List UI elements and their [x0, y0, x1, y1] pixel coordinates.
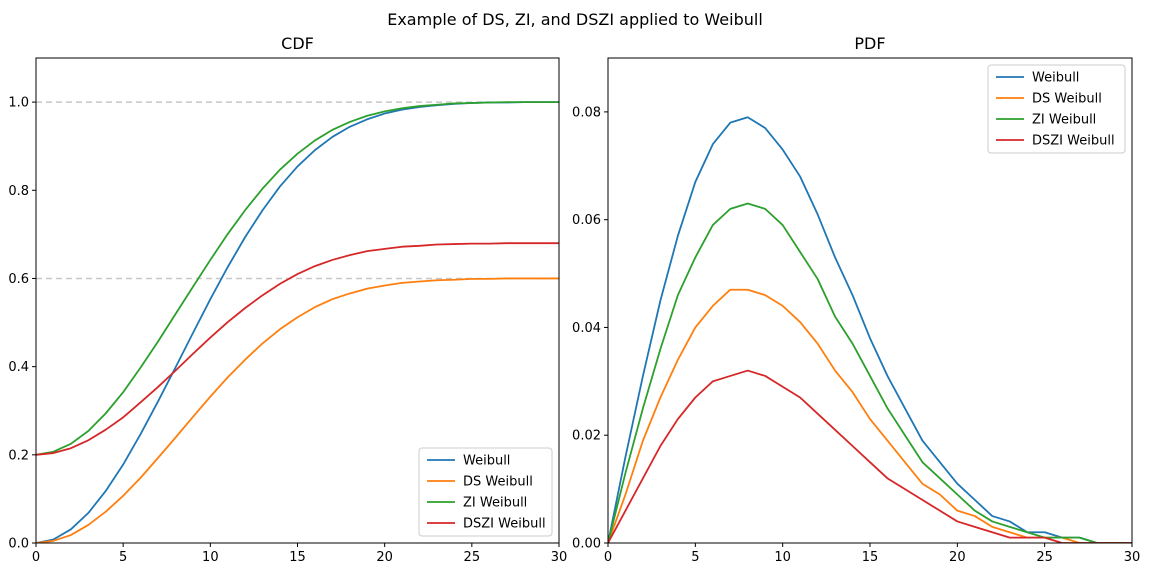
legend-label: Weibull	[1032, 71, 1079, 86]
y-tick-label: 0.0	[8, 537, 29, 552]
x-tick-label: 15	[862, 550, 879, 565]
legend: Weibull DS Weibull ZI Weibull DSZI Weibull	[418, 447, 553, 537]
y-tick-label: 0.8	[8, 184, 29, 199]
series-line-dszi-weibull	[36, 242, 559, 456]
x-tick-label: 0	[604, 550, 612, 565]
legend-label: ZI Weibull	[463, 496, 527, 511]
x-tick-label: 25	[464, 550, 481, 565]
y-tick-label: 0.08	[572, 105, 601, 120]
x-tick-label: 5	[691, 550, 699, 565]
y-tick-label: 0.2	[8, 448, 29, 463]
x-tick-label: 25	[1036, 550, 1053, 565]
x-tick-label: 15	[289, 550, 306, 565]
y-tick-label: 0.02	[572, 429, 601, 444]
legend-label: DS Weibull	[463, 475, 533, 490]
x-tick-label: 10	[774, 550, 791, 565]
x-tick-label: 20	[949, 550, 966, 565]
cdf-panel: 0 5 10 15 20 25 30 0.0 0.2 0.4 0.6 0.8 1.0 CDF Weibull…	[8, 34, 567, 565]
x-tick-label: 30	[1124, 550, 1141, 565]
legend-label: ZI Weibull	[1032, 113, 1096, 128]
series-line-dszi-weibull	[608, 369, 1132, 543]
legend-box	[987, 64, 1126, 154]
series-line-zi-weibull	[36, 101, 559, 456]
x-tick-label: 30	[551, 550, 568, 565]
y-tick-label: 0.00	[572, 537, 601, 552]
y-tick-label: 1.0	[8, 96, 29, 111]
y-tick-label: 0.6	[8, 272, 29, 287]
x-tick-label: 5	[119, 550, 127, 565]
legend-label: DSZI Weibull	[1032, 134, 1115, 149]
legend-label: DS Weibull	[1032, 92, 1102, 107]
y-tick-label: 0.4	[8, 360, 29, 375]
x-tick-label: 0	[32, 550, 40, 565]
legend: Weibull DS Weibull ZI Weibull DSZI Weibull	[987, 64, 1126, 154]
series-line-weibull	[608, 116, 1132, 543]
panel-title: PDF	[854, 34, 885, 53]
x-tick-label: 10	[202, 550, 219, 565]
x-tick-label: 20	[376, 550, 393, 565]
series-line-ds-weibull	[36, 277, 559, 543]
legend-label: DSZI Weibull	[463, 517, 546, 532]
y-tick-label: 0.06	[572, 213, 601, 228]
legend-label: Weibull	[463, 454, 510, 469]
pdf-panel: 0 5 10 15 20 25 30 0.00 0.02 0.04 0.06 0.08 PDF Weibu…	[572, 34, 1140, 565]
legend-box	[418, 447, 553, 537]
panel-title: CDF	[281, 34, 314, 53]
figure-suptitle: Example of DS, ZI, and DSZI applied to W…	[387, 10, 763, 29]
y-tick-label: 0.04	[572, 321, 601, 336]
